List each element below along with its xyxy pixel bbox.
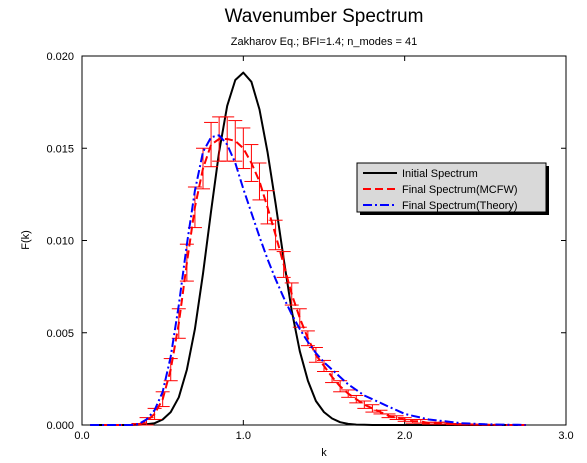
series-final-spectrum-mcfw-line <box>90 138 526 426</box>
axis-ticks: 0.0 1.0 2.0 3.0 0.000 0.005 0.010 0.015 0.020 <box>46 51 573 442</box>
legend: Initial Spectrum Final Spectrum(MCFW) Fina… <box>356 162 549 215</box>
x-tick-label: 1.0 <box>236 430 251 442</box>
chart-title: Wavenumber Spectrum <box>225 6 424 27</box>
plot-area <box>90 71 526 426</box>
y-tick-label: 0.015 <box>46 143 74 155</box>
legend-label: Initial Spectrum <box>402 168 478 180</box>
x-axis-label: k <box>321 447 327 459</box>
series-group-1 <box>90 71 526 426</box>
legend-box <box>356 162 547 213</box>
y-tick-label: 0.010 <box>46 236 74 248</box>
legend-label: Final Spectrum(Theory) <box>402 200 518 212</box>
y-tick-label: 0.020 <box>46 51 74 63</box>
y-tick-label: 0.005 <box>46 328 74 340</box>
series-final-spectrum-theory-line <box>90 134 526 426</box>
y-tick-label: 0.000 <box>46 420 74 432</box>
x-tick-label: 2.0 <box>397 430 412 442</box>
x-tick-label: 0.0 <box>74 430 89 442</box>
y-axis-label: F(k) <box>20 230 32 250</box>
series-initial-spectrum-line <box>90 71 526 426</box>
x-tick-label: 3.0 <box>558 430 573 442</box>
legend-label: Final Spectrum(MCFW) <box>402 184 518 196</box>
series-group-3 <box>90 134 526 426</box>
chart-subtitle: Zakharov Eq.; BFI=1.4; n_modes = 41 <box>231 36 418 48</box>
series-group-2 <box>90 116 526 426</box>
